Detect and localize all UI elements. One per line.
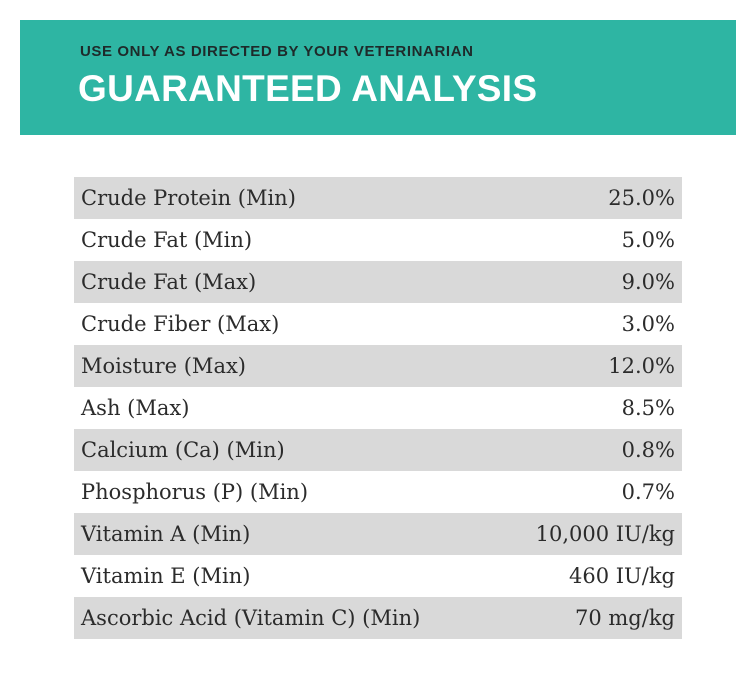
page-title: GUARANTEED ANALYSIS <box>78 68 538 109</box>
nutrient-value: 460 IU/kg <box>569 564 675 588</box>
usage-notice: USE ONLY AS DIRECTED BY YOUR VETERINARIA… <box>80 43 474 60</box>
nutrient-label: Ash (Max) <box>81 396 190 420</box>
table-row: Ascorbic Acid (Vitamin C) (Min) 70 mg/kg <box>74 597 682 639</box>
analysis-table: Crude Protein (Min) 25.0% Crude Fat (Min… <box>74 177 682 639</box>
table-row: Moisture (Max) 12.0% <box>74 345 682 387</box>
nutrient-label: Moisture (Max) <box>81 354 246 378</box>
table-row: Phosphorus (P) (Min) 0.7% <box>74 471 682 513</box>
table-row: Crude Fiber (Max) 3.0% <box>74 303 682 345</box>
table-row: Crude Protein (Min) 25.0% <box>74 177 682 219</box>
header-banner: USE ONLY AS DIRECTED BY YOUR VETERINARIA… <box>20 20 736 135</box>
table-row: Crude Fat (Max) 9.0% <box>74 261 682 303</box>
nutrient-value: 0.7% <box>621 480 675 504</box>
nutrient-label: Ascorbic Acid (Vitamin C) (Min) <box>81 606 421 630</box>
nutrient-value: 5.0% <box>621 228 675 252</box>
table-row: Ash (Max) 8.5% <box>74 387 682 429</box>
nutrient-label: Crude Fiber (Max) <box>81 312 280 336</box>
nutrient-value: 12.0% <box>608 354 675 378</box>
nutrient-value: 0.8% <box>621 438 675 462</box>
nutrient-value: 8.5% <box>621 396 675 420</box>
nutrient-label: Crude Protein (Min) <box>81 186 296 210</box>
nutrient-label: Phosphorus (P) (Min) <box>81 480 309 504</box>
nutrient-label: Crude Fat (Max) <box>81 270 257 294</box>
nutrient-value: 70 mg/kg <box>575 606 675 630</box>
nutrient-value: 10,000 IU/kg <box>535 522 675 546</box>
nutrient-value: 25.0% <box>608 186 675 210</box>
nutrient-label: Calcium (Ca) (Min) <box>81 438 285 462</box>
nutrient-label: Crude Fat (Min) <box>81 228 253 252</box>
table-row: Crude Fat (Min) 5.0% <box>74 219 682 261</box>
table-row: Vitamin E (Min) 460 IU/kg <box>74 555 682 597</box>
nutrient-value: 3.0% <box>621 312 675 336</box>
table-row: Vitamin A (Min) 10,000 IU/kg <box>74 513 682 555</box>
table-row: Calcium (Ca) (Min) 0.8% <box>74 429 682 471</box>
nutrient-value: 9.0% <box>621 270 675 294</box>
nutrient-label: Vitamin E (Min) <box>81 564 251 588</box>
nutrient-label: Vitamin A (Min) <box>81 522 251 546</box>
